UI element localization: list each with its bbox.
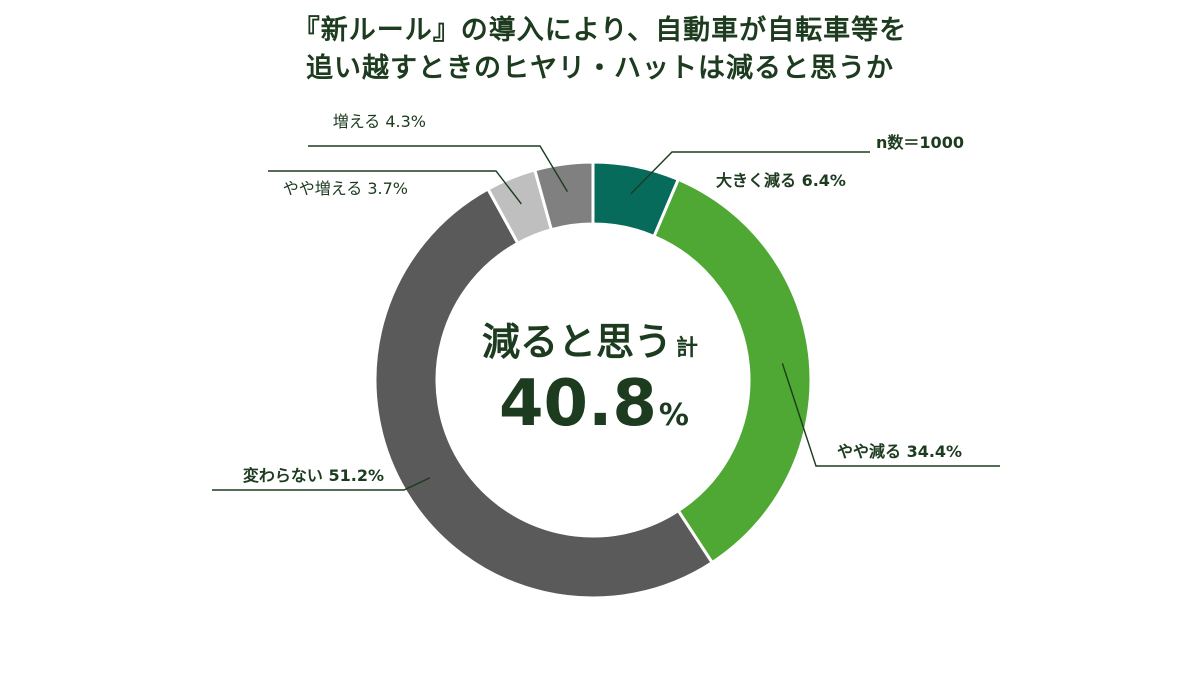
chart-title: 『新ルール』の導入により、自動車が自転車等を 追い越すときのヒヤリ・ハットは減る… xyxy=(0,12,1200,88)
center-label-main: 減ると思う xyxy=(482,320,672,364)
slice-label-4: 増える 4.3% xyxy=(333,112,426,131)
donut-slice-2 xyxy=(373,186,715,600)
donut-slice-4 xyxy=(532,160,595,232)
leader-line-4 xyxy=(308,145,568,192)
donut-slice-1 xyxy=(652,177,813,565)
leader-line-3 xyxy=(268,170,522,205)
leader-line-0 xyxy=(630,151,870,195)
leader-lines xyxy=(212,145,1000,491)
center-value: 40.8% xyxy=(499,367,689,441)
slice-label-0: 大きく減る 6.4% xyxy=(716,171,846,190)
chart-title-line-2: 追い越すときのヒヤリ・ハットは減ると思うか xyxy=(306,53,894,84)
donut-slices xyxy=(373,160,813,600)
center-label-suffix: 計 xyxy=(676,335,698,361)
center-value-number: 40.8 xyxy=(499,367,657,441)
center-label: 減ると思う計 xyxy=(482,320,698,364)
slice-label-1: やや減る 34.4% xyxy=(837,442,962,461)
slice-label-3: やや増える 3.7% xyxy=(283,179,408,198)
center-value-unit: % xyxy=(659,398,689,433)
slice-labels: 大きく減る 6.4% やや減る 34.4% 変わらない 51.2% やや増える 3.7… xyxy=(243,112,962,485)
leader-line-1 xyxy=(781,363,1000,467)
leader-line-2 xyxy=(212,477,431,491)
chart-title-line-1: 『新ルール』の導入により、自動車が自転車等を xyxy=(292,15,908,46)
slice-label-2: 変わらない 51.2% xyxy=(243,466,384,485)
sample-size-note: n数＝1000 xyxy=(876,133,964,152)
